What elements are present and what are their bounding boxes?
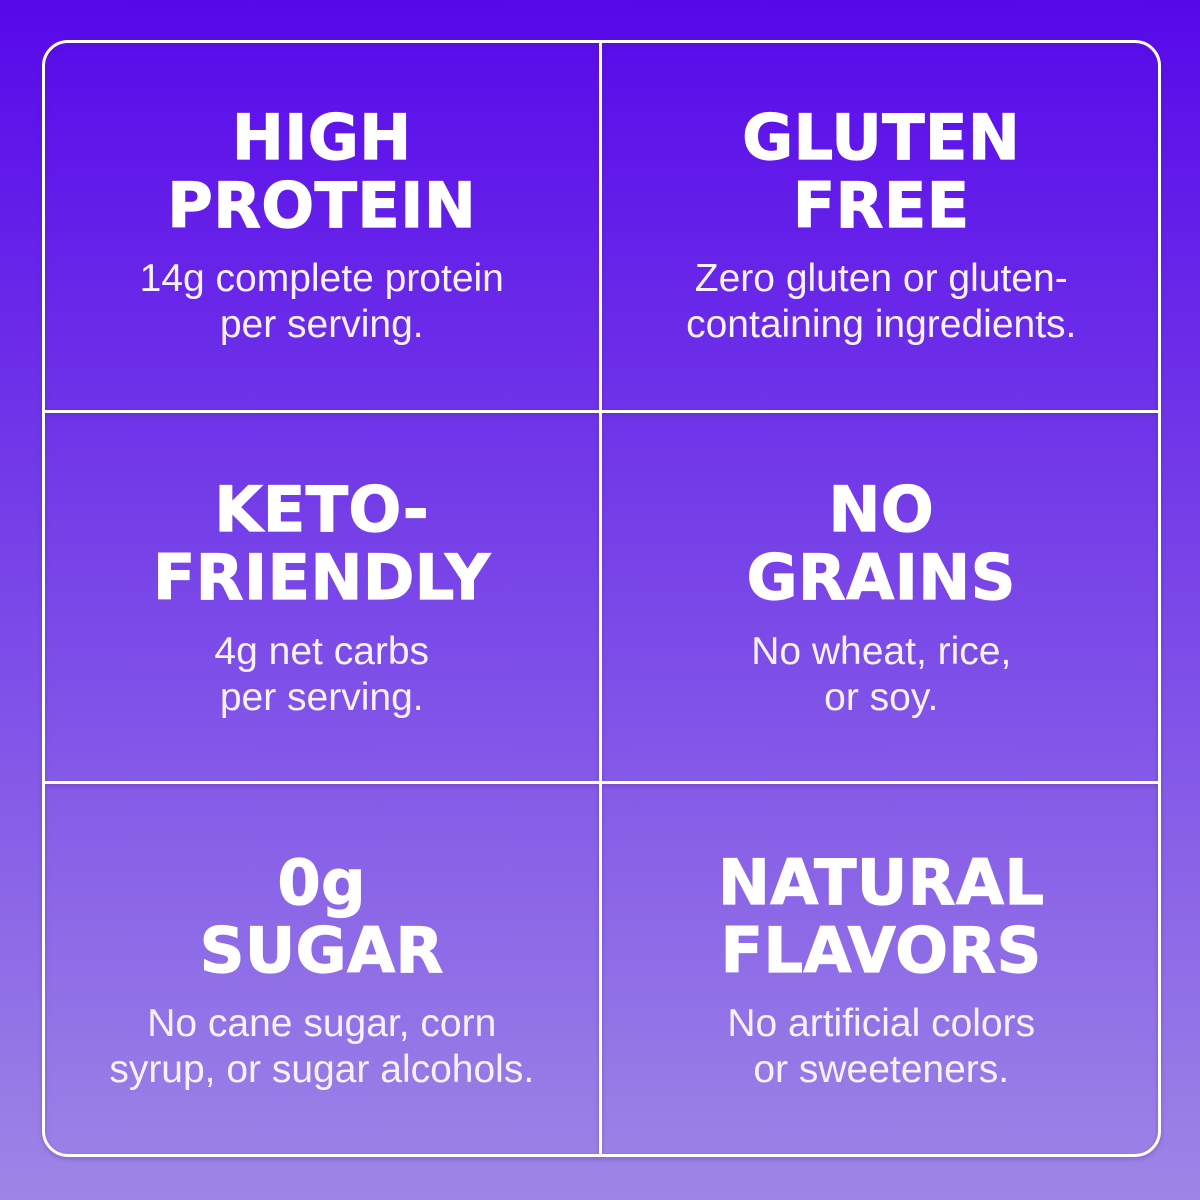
- benefit-title: NO GRAINS: [746, 473, 1016, 615]
- grid-line-cell: [601, 413, 1158, 784]
- benefit-cell-natural-flavors: NATURAL FLAVORS No artificial colors or …: [602, 785, 1162, 1157]
- benefit-cell-gluten-free: GLUTEN FREE Zero gluten or gluten- conta…: [602, 40, 1162, 412]
- benefit-title: 0g SUGAR: [199, 845, 444, 987]
- grid-line-cell: [45, 43, 602, 414]
- benefit-title: GLUTEN FREE: [742, 100, 1021, 243]
- benefit-cell-keto-friendly: KETO- FRIENDLY 4g net carbs per serving.: [42, 412, 602, 784]
- benefit-subtitle: Zero gluten or gluten- containing ingred…: [686, 257, 1077, 347]
- benefit-cell-no-grains: NO GRAINS No wheat, rice, or soy.: [602, 412, 1162, 784]
- grid-line-cell: [45, 413, 602, 784]
- benefit-subtitle: No artificial colors or sweeteners.: [727, 1002, 1036, 1092]
- grid-line-cell: [601, 43, 1158, 414]
- benefit-title: NATURAL FLAVORS: [717, 845, 1045, 987]
- benefit-subtitle: No cane sugar, corn syrup, or sugar alco…: [109, 1002, 535, 1092]
- benefit-subtitle: No wheat, rice, or soy.: [751, 629, 1012, 719]
- benefit-subtitle: 14g complete protein per serving.: [139, 257, 504, 347]
- benefit-title: KETO- FRIENDLY: [152, 473, 491, 615]
- benefits-grid: HIGH PROTEIN 14g complete protein per se…: [42, 40, 1161, 1157]
- benefit-title: HIGH PROTEIN: [167, 100, 477, 243]
- grid-lines: [42, 40, 1161, 1157]
- benefit-cell-high-protein: HIGH PROTEIN 14g complete protein per se…: [42, 40, 602, 412]
- benefit-cell-zero-sugar: 0g SUGAR No cane sugar, corn syrup, or s…: [42, 785, 602, 1157]
- grid-line-cell: [45, 783, 602, 1154]
- benefit-subtitle: 4g net carbs per serving.: [214, 629, 430, 719]
